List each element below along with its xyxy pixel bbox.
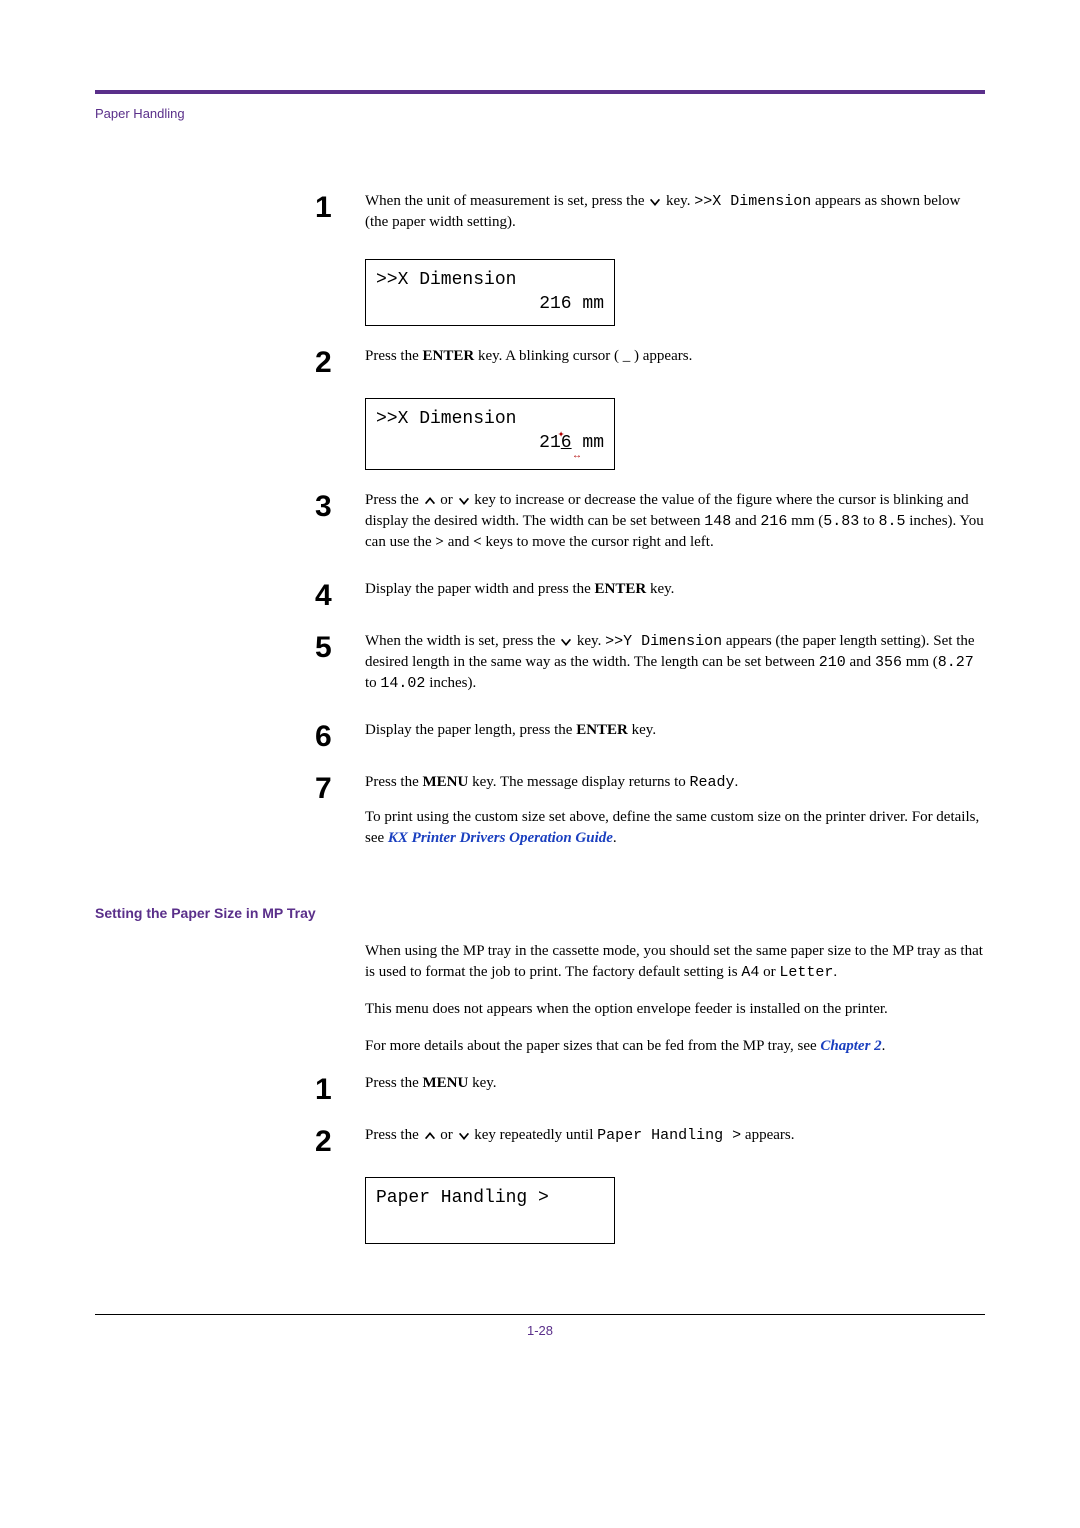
mono-text: 8.27 [938,654,974,671]
steps-section-b: 1Press the MENU key.2Press the or key re… [315,1073,985,1244]
footer-rule [95,1314,985,1315]
mono-text: 8.5 [878,513,905,530]
chevron-down-icon [648,195,662,209]
steps-section-a: 1When the unit of measurement is set, pr… [315,191,985,855]
step: 4Display the paper width and press the E… [315,579,985,611]
mono-text: 356 [875,654,902,671]
step-body: Press the or key repeatedly until Paper … [365,1125,985,1152]
chevron-up-icon [423,494,437,508]
bold-text: ENTER [595,581,647,597]
step-body: Press the or key to increase or decrease… [365,490,985,559]
mono-text: >>Y Dimension [605,633,722,650]
step-number: 1 [315,191,365,223]
step-number: 4 [315,579,365,611]
step-number: 3 [315,490,365,522]
mono-text: 210 [819,654,846,671]
cross-reference-link[interactable]: KX Printer Drivers Operation Guide [388,830,613,846]
lcd-display-cursor: >>X Dimension 216✦ mm↔ [365,398,615,471]
bold-text: MENU [423,1075,469,1091]
step-body: Press the ENTER key. A blinking cursor (… [365,346,985,373]
step: 1Press the MENU key. [315,1073,985,1105]
chevron-up-icon [423,1129,437,1143]
mono-text: A4 [741,964,759,981]
section-paras: When using the MP tray in the cassette m… [95,941,985,1057]
page: Paper Handling 1When the unit of measure… [0,0,1080,1398]
page-number: 1-28 [95,1323,985,1338]
body-paragraph: When using the MP tray in the cassette m… [365,941,985,983]
mono-text: 14.02 [380,675,425,692]
step-number: 5 [315,631,365,663]
mono-text: Letter [779,964,833,981]
step-body: When the unit of measurement is set, pre… [365,191,985,239]
step-number: 2 [315,1125,365,1157]
step-number: 2 [315,346,365,378]
top-rule [95,90,985,94]
step-number: 6 [315,720,365,752]
mono-text: 148 [704,513,731,530]
mono-text: 5.83 [823,513,859,530]
step: 5When the width is set, press the key. >… [315,631,985,700]
step: 2Press the ENTER key. A blinking cursor … [315,346,985,378]
lcd-display: Paper Handling > [365,1177,615,1244]
step-body: Press the MENU key. [365,1073,985,1100]
mono-text: Ready [690,774,735,791]
body-paragraph: This menu does not appears when the opti… [365,999,985,1020]
step: 6Display the paper length, press the ENT… [315,720,985,752]
step: 1When the unit of measurement is set, pr… [315,191,985,239]
step: 2Press the or key repeatedly until Paper… [315,1125,985,1157]
chevron-down-icon [559,635,573,649]
bold-text: ENTER [576,722,628,738]
step: 3Press the or key to increase or decreas… [315,490,985,559]
step-number: 1 [315,1073,365,1105]
lcd-display: >>X Dimension 216 mm [365,259,615,326]
cross-reference-link[interactable]: Chapter 2 [820,1038,881,1054]
step-body: When the width is set, press the key. >>… [365,631,985,700]
step-body: Display the paper length, press the ENTE… [365,720,985,747]
bold-text: > [435,534,444,550]
step-number: 7 [315,772,365,804]
mono-text: >>X Dimension [694,193,811,210]
step-body: Press the MENU key. The message display … [365,772,985,855]
bold-text: MENU [423,774,469,790]
body-paragraph: For more details about the paper sizes t… [365,1036,985,1057]
step: 7Press the MENU key. The message display… [315,772,985,855]
mono-text: 216 [760,513,787,530]
chevron-down-icon [457,494,471,508]
mono-text: Paper Handling > [597,1127,741,1144]
step-body: Display the paper width and press the EN… [365,579,985,606]
bold-text: ENTER [423,348,475,364]
section-heading: Setting the Paper Size in MP Tray [95,905,985,921]
bold-text: < [473,534,482,550]
running-head: Paper Handling [95,106,985,121]
chevron-down-icon [457,1129,471,1143]
